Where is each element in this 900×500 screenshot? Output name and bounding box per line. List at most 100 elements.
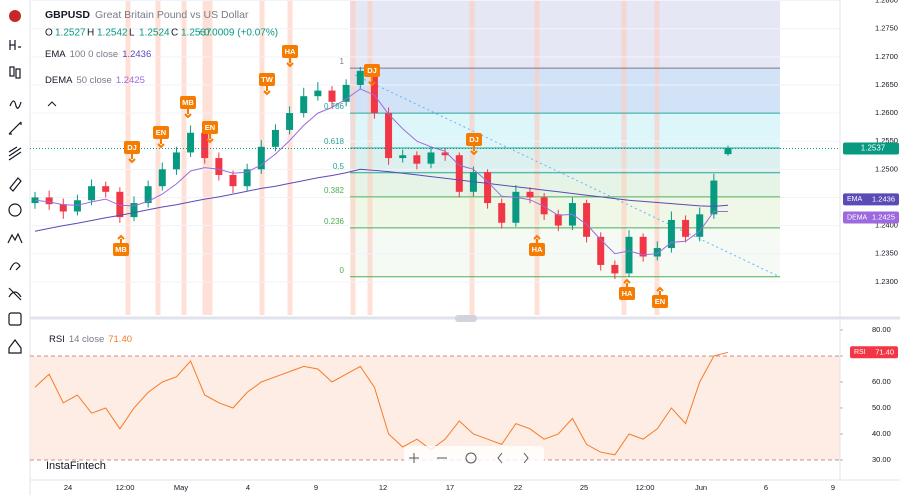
indicator-line — [34, 168, 729, 232]
fib-label: 0.786 — [324, 102, 345, 111]
event-label: EN — [156, 128, 166, 137]
change: +0.0009 (+0.07%) — [198, 28, 278, 39]
tool-icon[interactable] — [9, 66, 15, 77]
legend-part: 1.2436 — [122, 49, 151, 60]
event-marker — [113, 243, 129, 256]
event-label: DJ — [469, 135, 479, 144]
candle-body — [667, 219, 675, 249]
ohlc-value: 1.2527 — [55, 28, 86, 39]
event-marker — [364, 64, 380, 77]
tool-icon[interactable] — [9, 40, 21, 50]
x-tick-label: 17 — [446, 483, 454, 492]
legend-part: 50 close — [76, 75, 111, 86]
price-tag — [843, 142, 899, 155]
plot-area — [30, 0, 840, 461]
tool-icon[interactable] — [8, 146, 22, 161]
candle-body — [130, 203, 138, 218]
indicator-legend: EMA 100 0 close 1.2436 — [45, 49, 151, 60]
y-tick-label: 1.2550 — [875, 136, 898, 145]
candle-body — [526, 191, 534, 198]
candle-body — [385, 113, 393, 159]
tool-icon[interactable] — [9, 177, 22, 192]
candle-body — [484, 172, 492, 204]
candle-body — [187, 132, 195, 153]
ohlc-value: 1.2542 — [97, 28, 128, 39]
legend-part: EMA — [45, 49, 66, 60]
event-marker — [466, 133, 482, 146]
event-band — [350, 0, 356, 315]
event-band — [654, 0, 660, 315]
candle-body — [59, 204, 67, 212]
price-tag-text: 1.2537 — [861, 144, 886, 153]
legend-part: 100 0 close — [70, 49, 119, 60]
ohlc-legend: O 1.2527 H 1.2542 L 1.2524 C 1.2537 — [45, 28, 212, 39]
event-band — [155, 0, 161, 315]
x-tick-label: 12:00 — [636, 483, 655, 492]
event-arrow — [157, 139, 165, 149]
event-arrow — [184, 109, 192, 119]
event-arrow — [263, 86, 271, 96]
event-label: MB — [182, 98, 194, 107]
scroll[interactable] — [497, 452, 529, 464]
x-tick-label: May — [174, 483, 188, 492]
candle-body — [271, 129, 279, 147]
event-band — [534, 0, 540, 315]
y-tick-label: 1.2600 — [875, 108, 898, 117]
candle-body — [73, 200, 81, 212]
event-arrow — [128, 154, 136, 164]
event-label: HA — [532, 245, 543, 254]
collapse-icon[interactable] — [47, 101, 57, 107]
x-tick-label: Jun — [695, 483, 707, 492]
event-label: TW — [261, 75, 274, 84]
rsi-tag-name: RSI — [854, 349, 866, 356]
flag-icon[interactable] — [9, 10, 21, 22]
fib-label: 1 — [340, 57, 345, 66]
candle-body — [328, 90, 336, 102]
tool-icon[interactable] — [8, 287, 22, 301]
tool-icon[interactable] — [8, 203, 22, 217]
rsi-tick-label: 60.00 — [872, 377, 891, 386]
tool-icon[interactable] — [8, 121, 22, 135]
event-band — [367, 0, 373, 315]
candle-body — [356, 70, 364, 85]
event-arrow — [656, 286, 664, 296]
candle-body — [696, 214, 704, 237]
event-marker — [619, 287, 635, 300]
tool-icon[interactable] — [9, 100, 22, 109]
tool-icon[interactable] — [7, 232, 23, 244]
trend-line — [354, 74, 781, 278]
fib-band — [350, 227, 780, 277]
candle-body — [370, 70, 378, 114]
event-label: MB — [115, 245, 127, 254]
fib-band — [350, 147, 780, 173]
event-marker — [652, 295, 668, 308]
candle-body — [441, 152, 449, 156]
event-label: DJ — [367, 66, 377, 75]
reset[interactable] — [465, 452, 477, 464]
candle-body — [88, 186, 96, 201]
tool-icon[interactable] — [9, 262, 21, 271]
event-band — [207, 0, 213, 315]
tool-icon[interactable] — [8, 312, 22, 326]
tool-icon[interactable] — [15, 68, 21, 79]
candle-body — [498, 203, 506, 223]
x-tick-label: 12 — [379, 483, 387, 492]
candle-body — [314, 90, 322, 97]
legend-part: DEMA — [45, 75, 73, 86]
zoom-in[interactable] — [409, 453, 419, 463]
fib-band — [350, 68, 780, 114]
candle-body — [625, 236, 633, 274]
candle-body — [243, 169, 251, 187]
rsi-tick-label: 50.00 — [872, 403, 891, 412]
x-tick-label: 9 — [314, 483, 318, 492]
candle-body — [413, 155, 421, 164]
tool-icon[interactable] — [8, 339, 22, 354]
y-tick-label: 1.2400 — [875, 221, 898, 230]
x-tick-label: 6 — [764, 483, 768, 492]
candle-body — [45, 197, 53, 205]
y-tick-label: 1.2800 — [875, 0, 898, 5]
event-label: EN — [205, 123, 215, 132]
toolbar — [7, 10, 23, 354]
x-tick-label: 24 — [64, 483, 72, 492]
